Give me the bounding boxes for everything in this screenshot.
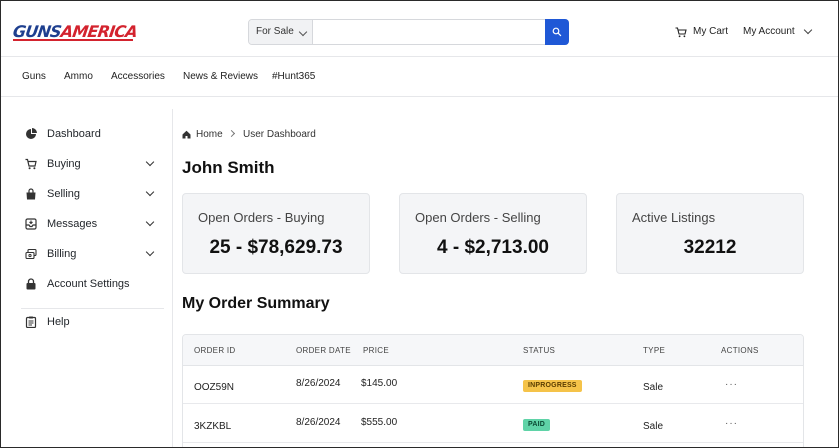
pie-chart-icon (26, 128, 37, 139)
search-icon (552, 27, 562, 37)
order-summary-title: My Order Summary (182, 295, 330, 312)
chevron-down-icon (298, 27, 308, 37)
order-date: 8/26/2024 (296, 378, 341, 389)
card-open-orders-selling[interactable]: Open Orders - Selling 4 - $2,713.00 (399, 193, 587, 274)
order-id[interactable]: 3KZKBL (194, 421, 232, 432)
table-row[interactable]: OOZ59N 8/26/2024 $145.00 INPROGRESS Sale… (183, 366, 803, 404)
chevron-down-icon (803, 25, 813, 35)
column-header-price[interactable]: PRICE (363, 346, 389, 355)
sidebar-item-label: Help (47, 316, 70, 328)
billing-icon (25, 248, 37, 260)
sidebar-item-help[interactable]: Help (25, 314, 159, 334)
sidebar-item-label: Buying (47, 158, 81, 170)
inbox-icon (25, 218, 37, 230)
sidebar-item-selling[interactable]: Selling (25, 186, 159, 206)
order-type: Sale (643, 421, 664, 432)
card-title: Active Listings (632, 210, 716, 225)
breadcrumb-current: User Dashboard (243, 129, 316, 140)
card-value: 25 - $78,629.73 (209, 237, 343, 258)
sidebar-item-billing[interactable]: Billing (25, 246, 159, 266)
sidebar-item-account-settings[interactable]: Account Settings (25, 276, 159, 296)
search-input[interactable] (313, 20, 545, 44)
chevron-down-icon[interactable] (145, 217, 155, 227)
chevron-down-icon[interactable] (145, 187, 155, 197)
cart-icon (25, 158, 37, 170)
home-icon (182, 130, 191, 139)
sidebar-item-messages[interactable]: Messages (25, 216, 159, 236)
sidebar-item-label: Account Settings (47, 278, 130, 290)
chevron-down-icon[interactable] (145, 247, 155, 257)
gunsamerica-logo[interactable]: GUNSAMERICA (12, 22, 138, 42)
chevron-right-icon (227, 129, 236, 138)
status-badge: INPROGRESS (523, 380, 582, 392)
card-title: Open Orders - Buying (198, 210, 325, 225)
main-nav: Guns Ammo Accessories News & Reviews #Hu… (1, 57, 838, 97)
order-id[interactable]: OOZ59N (194, 382, 235, 393)
search-category-value: For Sale (256, 26, 294, 37)
sidebar-item-label: Selling (47, 188, 81, 200)
shopping-bag-icon (26, 188, 36, 200)
order-type: Sale (643, 382, 664, 393)
column-header-order-date[interactable]: ORDER DATE (296, 346, 351, 355)
clipboard-icon (25, 316, 37, 328)
chevron-down-icon[interactable] (145, 157, 155, 167)
nav-item-accessories[interactable]: Accessories (111, 71, 165, 82)
cart-icon (675, 27, 687, 38)
order-date: 8/26/2024 (296, 417, 341, 428)
nav-item-guns[interactable]: Guns (22, 71, 46, 82)
sidebar-item-dashboard[interactable]: Dashboard (25, 126, 159, 146)
search-category-select[interactable]: For Sale (249, 20, 313, 44)
order-price: $145.00 (361, 378, 398, 389)
site-header: GUNSAMERICA For Sale My Cart (1, 1, 838, 57)
my-account-label: My Account (743, 26, 795, 37)
order-summary-table: ORDER ID ORDER DATE PRICE STATUS TYPE AC… (182, 334, 804, 447)
my-cart-label: My Cart (693, 26, 728, 37)
order-price: $555.00 (361, 417, 398, 428)
page-title: John Smith (182, 158, 275, 177)
my-account-menu[interactable]: My Account (743, 25, 813, 37)
lock-icon (26, 278, 36, 290)
column-header-actions: ACTIONS (721, 346, 759, 355)
search-button[interactable] (545, 19, 569, 45)
sidebar-item-label: Dashboard (47, 128, 101, 140)
more-actions-icon[interactable]: ··· (725, 418, 738, 429)
card-value: 4 - $2,713.00 (437, 237, 549, 258)
column-header-status[interactable]: STATUS (523, 346, 556, 355)
column-header-order-id[interactable]: ORDER ID (194, 346, 236, 355)
sidebar-item-buying[interactable]: Buying (25, 156, 159, 176)
card-open-orders-buying[interactable]: Open Orders - Buying 25 - $78,629.73 (182, 193, 370, 274)
column-header-type[interactable]: TYPE (643, 346, 666, 355)
sidebar-item-label: Billing (47, 248, 77, 260)
table-row[interactable]: 3KZKBL 8/26/2024 $555.00 PAID Sale ··· (183, 405, 803, 443)
nav-item-hunt365[interactable]: #Hunt365 (272, 71, 316, 82)
sidebar-item-label: Messages (47, 218, 98, 230)
logo-underline (13, 39, 133, 41)
sidebar-divider (21, 308, 164, 309)
status-badge: PAID (523, 419, 551, 431)
search-bar: For Sale (248, 19, 569, 45)
dashboard-sidebar: Dashboard Buying Selling (1, 109, 173, 447)
more-actions-icon[interactable]: ··· (725, 379, 738, 390)
nav-item-news-reviews[interactable]: News & Reviews (183, 71, 259, 82)
card-active-listings[interactable]: Active Listings 32212 (616, 193, 804, 274)
card-value: 32212 (683, 237, 737, 258)
breadcrumb-home-link[interactable]: Home (196, 129, 223, 140)
table-header: ORDER ID ORDER DATE PRICE STATUS TYPE AC… (183, 335, 803, 366)
nav-item-ammo[interactable]: Ammo (64, 71, 93, 82)
card-title: Open Orders - Selling (415, 210, 541, 225)
